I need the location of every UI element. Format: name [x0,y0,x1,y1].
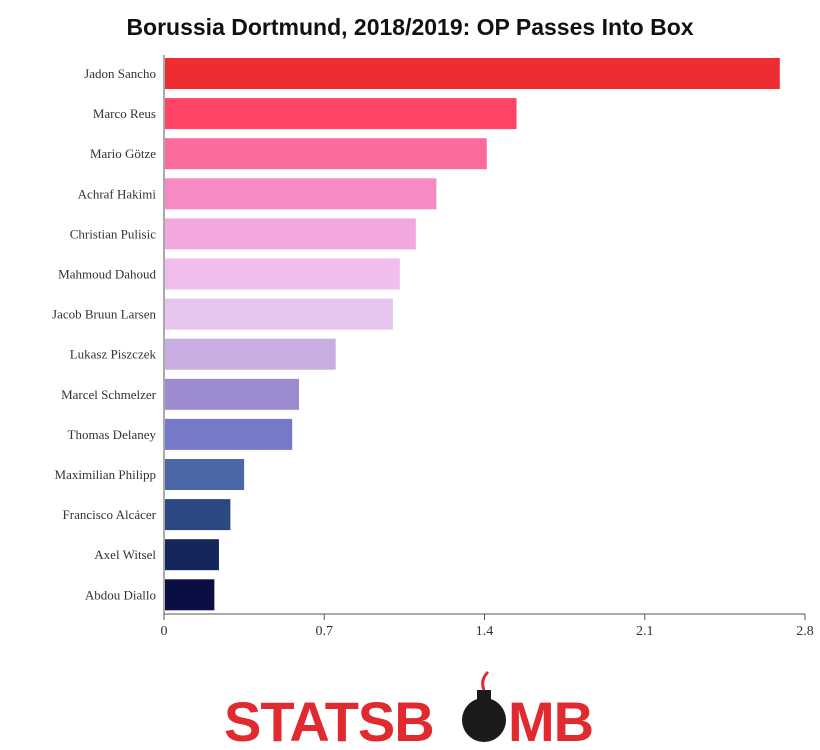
bomb-fuse [481,670,490,691]
bar [165,98,517,130]
bar [165,258,400,290]
bar [165,499,231,531]
x-tick-label: 1.4 [476,624,494,639]
category-label: Maximilian Philipp [55,467,156,482]
bomb-icon [462,670,506,742]
logo-text-right: MB [508,690,593,750]
category-label: Mario Götze [90,146,156,161]
category-label: Thomas Delaney [68,427,157,442]
bar [165,218,416,250]
bar [165,58,780,89]
category-label: Marco Reus [93,106,156,121]
bars [165,58,780,611]
chart-title: Borussia Dortmund, 2018/2019: OP Passes … [126,14,693,40]
bar [165,418,293,450]
category-label: Marcel Schmelzer [61,387,157,402]
x-tick-label: 2.8 [796,624,814,639]
bomb-body [462,698,506,742]
category-label: Francisco Alcácer [63,507,157,522]
category-label: Lukasz Piszczek [70,347,157,362]
bar [165,459,245,490]
x-tick-label: 0 [161,624,168,639]
bar [165,338,336,370]
category-label: Mahmoud Dahoud [58,267,156,282]
category-label: Jacob Bruun Larsen [52,307,156,322]
category-label: Axel Witsel [94,547,156,562]
x-axis-ticks: 0 0.7 1.4 2.1 2.8 [161,614,814,639]
statsbomb-logo: STATSB MB [224,670,594,750]
bar [165,138,487,170]
bar [165,378,300,410]
logo-text-left: STATSB [224,690,434,750]
category-label: Abdou Diallo [85,587,156,602]
x-tick-label: 0.7 [316,624,334,639]
x-tick-label: 2.1 [636,624,654,639]
bar [165,539,219,571]
bar [165,579,215,611]
category-label: Jadon Sancho [84,66,156,81]
bar [165,178,437,210]
category-label: Achraf Hakimi [78,186,157,201]
category-labels: Jadon Sancho Marco Reus Mario Götze Achraf … [52,66,157,602]
bomb-cap [477,690,491,700]
bar [165,298,393,330]
category-label: Christian Pulisic [70,226,157,241]
